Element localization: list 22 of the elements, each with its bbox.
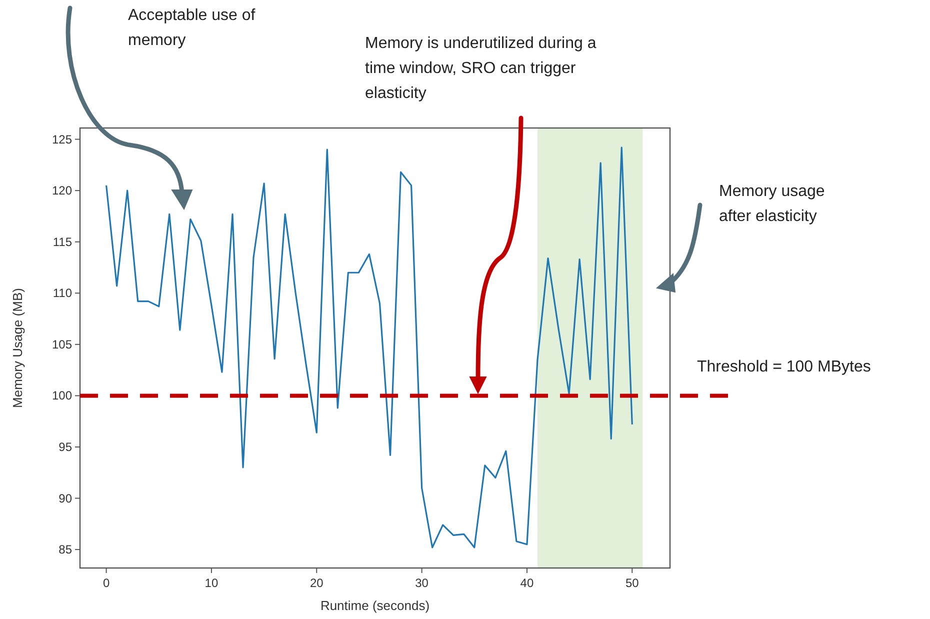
y-tick-label: 105 (52, 337, 72, 352)
y-tick-label: 120 (52, 184, 72, 198)
x-tick-label: 10 (204, 576, 218, 590)
text: Memory is underutilized during a time window, SRO can trigger elasticity (365, 35, 596, 102)
x-tick-label: 40 (520, 576, 534, 590)
x-tick-label: 20 (310, 576, 324, 590)
ref-line-label: Threshold = 100 MBytes (697, 358, 871, 376)
line-series (105, 146, 633, 548)
x-axis-title: Runtime (seconds) (320, 598, 430, 613)
y-tick-label: 95 (58, 440, 72, 454)
y-tick-label: 85 (58, 542, 72, 557)
x-tick-label: 0 (102, 576, 110, 590)
y-axis-title: Memory Usage (MB) (10, 288, 25, 408)
text: Memory usage after elasticity (719, 183, 825, 225)
y-tick-label: 100 (52, 388, 72, 403)
x-tick-label: 50 (625, 576, 640, 590)
y-tick-label: 125 (52, 132, 72, 146)
text: Acceptable use of memory (128, 7, 256, 49)
y-tick-label: 115 (52, 234, 72, 249)
y-tick-label: 110 (52, 286, 72, 300)
y-tick-label: 90 (58, 491, 72, 506)
x-tick-label: 30 (415, 576, 429, 590)
